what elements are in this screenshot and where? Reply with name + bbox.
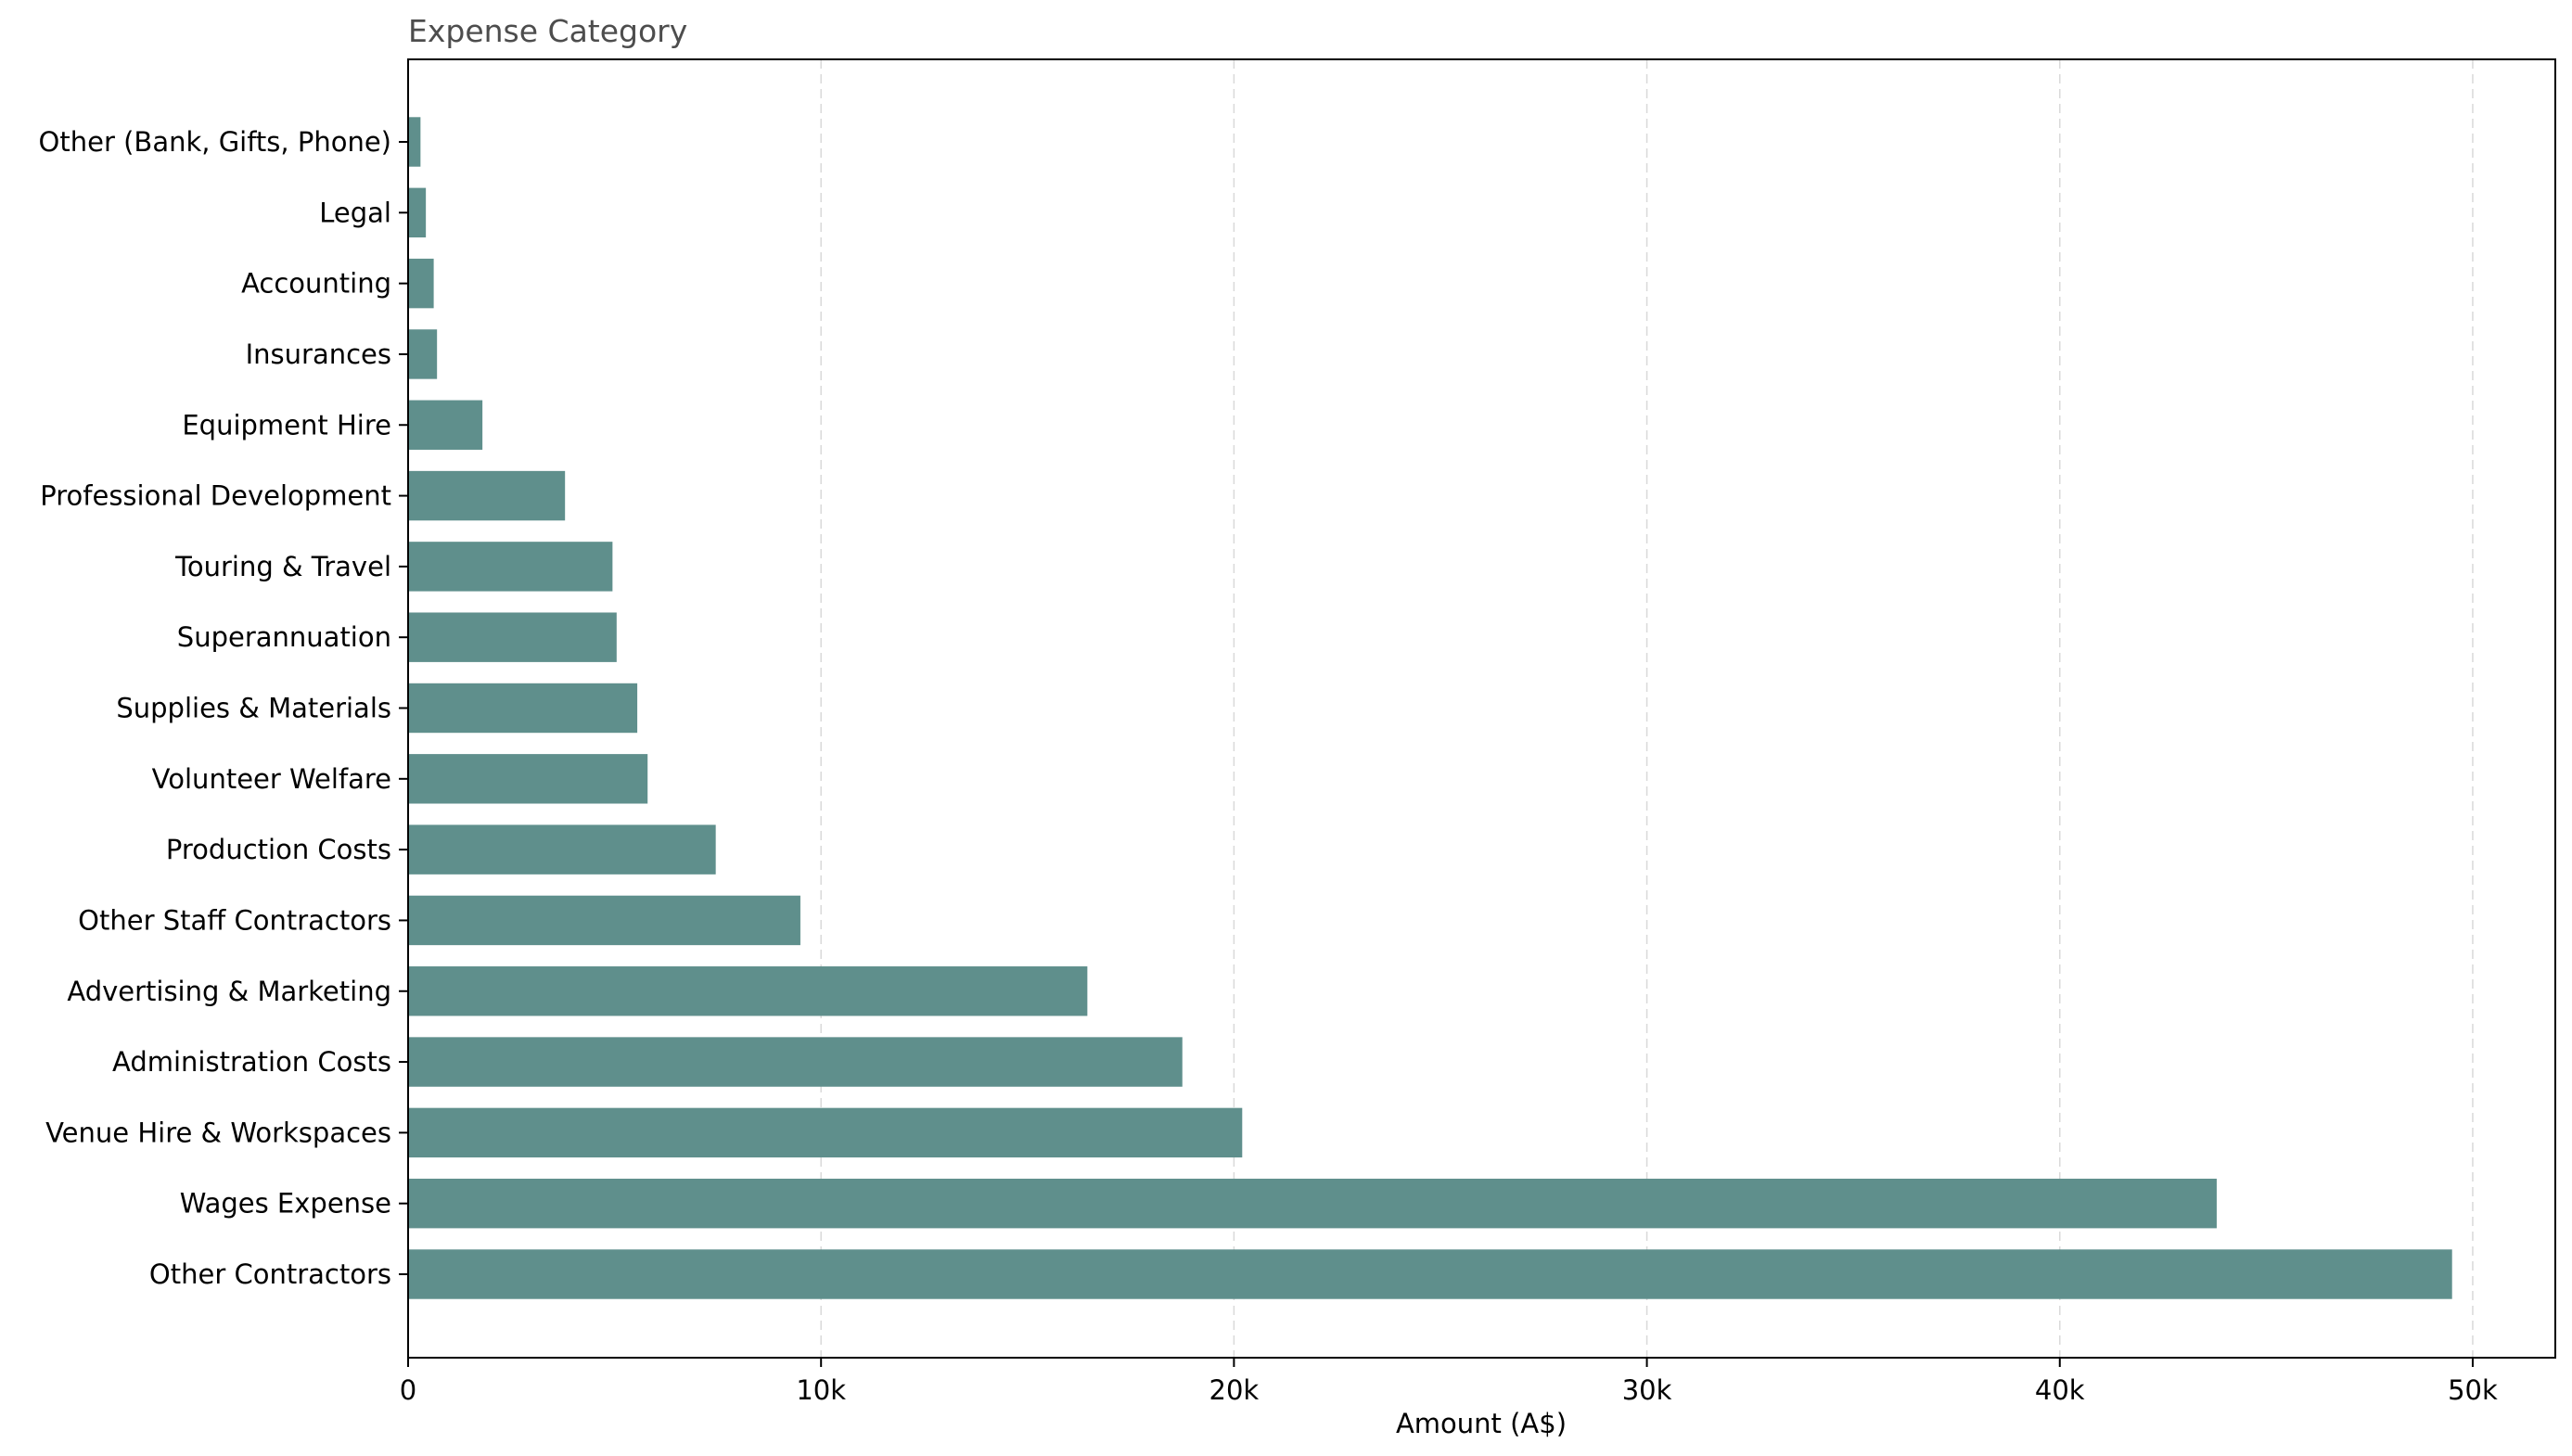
category-label: Wages Expense: [180, 1188, 391, 1220]
y-axis-ticks: Other Contractors Wages Expense Venue Hire…: [39, 126, 408, 1290]
x-tick-label: 10k: [796, 1374, 846, 1406]
x-tick-label: 20k: [1209, 1374, 1260, 1406]
bar: [408, 1037, 1183, 1087]
category-label: Accounting: [241, 268, 391, 300]
category-label: Other Staff Contractors: [78, 904, 391, 936]
x-axis-title: Amount (A$): [1396, 1408, 1567, 1439]
bar: [408, 329, 438, 379]
category-label: Other Contractors: [149, 1258, 391, 1290]
x-tick-label: 40k: [2035, 1374, 2085, 1406]
bar: [408, 612, 617, 662]
x-tick-label: 30k: [1622, 1374, 1672, 1406]
category-label: Other (Bank, Gifts, Phone): [39, 126, 391, 158]
bar: [408, 1178, 2217, 1229]
category-label: Supplies & Materials: [116, 693, 391, 724]
bar: [408, 895, 800, 946]
category-label: Touring & Travel: [174, 551, 391, 582]
bar: [408, 754, 648, 804]
x-tick-label: 50k: [2448, 1374, 2498, 1406]
category-label: Legal: [319, 197, 391, 228]
category-label: Equipment Hire: [182, 409, 391, 441]
x-axis-ticks: 0 10k 20k 30k 40k 50k: [400, 1358, 2498, 1406]
bar: [408, 966, 1088, 1016]
bar: [408, 117, 421, 167]
category-label: Volunteer Welfare: [152, 763, 391, 795]
bar: [408, 542, 613, 592]
category-label: Venue Hire & Workspaces: [45, 1117, 391, 1148]
category-label: Insurances: [246, 338, 391, 370]
category-label: Professional Development: [40, 480, 391, 512]
category-label: Superannuation: [177, 621, 391, 653]
bar: [408, 400, 483, 450]
chart-title: Expense Category: [408, 13, 687, 49]
bar: [408, 683, 638, 734]
category-label: Administration Costs: [112, 1046, 391, 1078]
bar: [408, 470, 566, 521]
bar: [408, 1249, 2452, 1299]
category-label: Production Costs: [166, 834, 391, 865]
bar: [408, 187, 427, 238]
category-label: Advertising & Marketing: [67, 976, 391, 1007]
x-tick-label: 0: [400, 1374, 416, 1406]
bar-series: [408, 117, 2452, 1299]
bar: [408, 1107, 1243, 1158]
bar: [408, 258, 434, 309]
bar: [408, 824, 716, 875]
